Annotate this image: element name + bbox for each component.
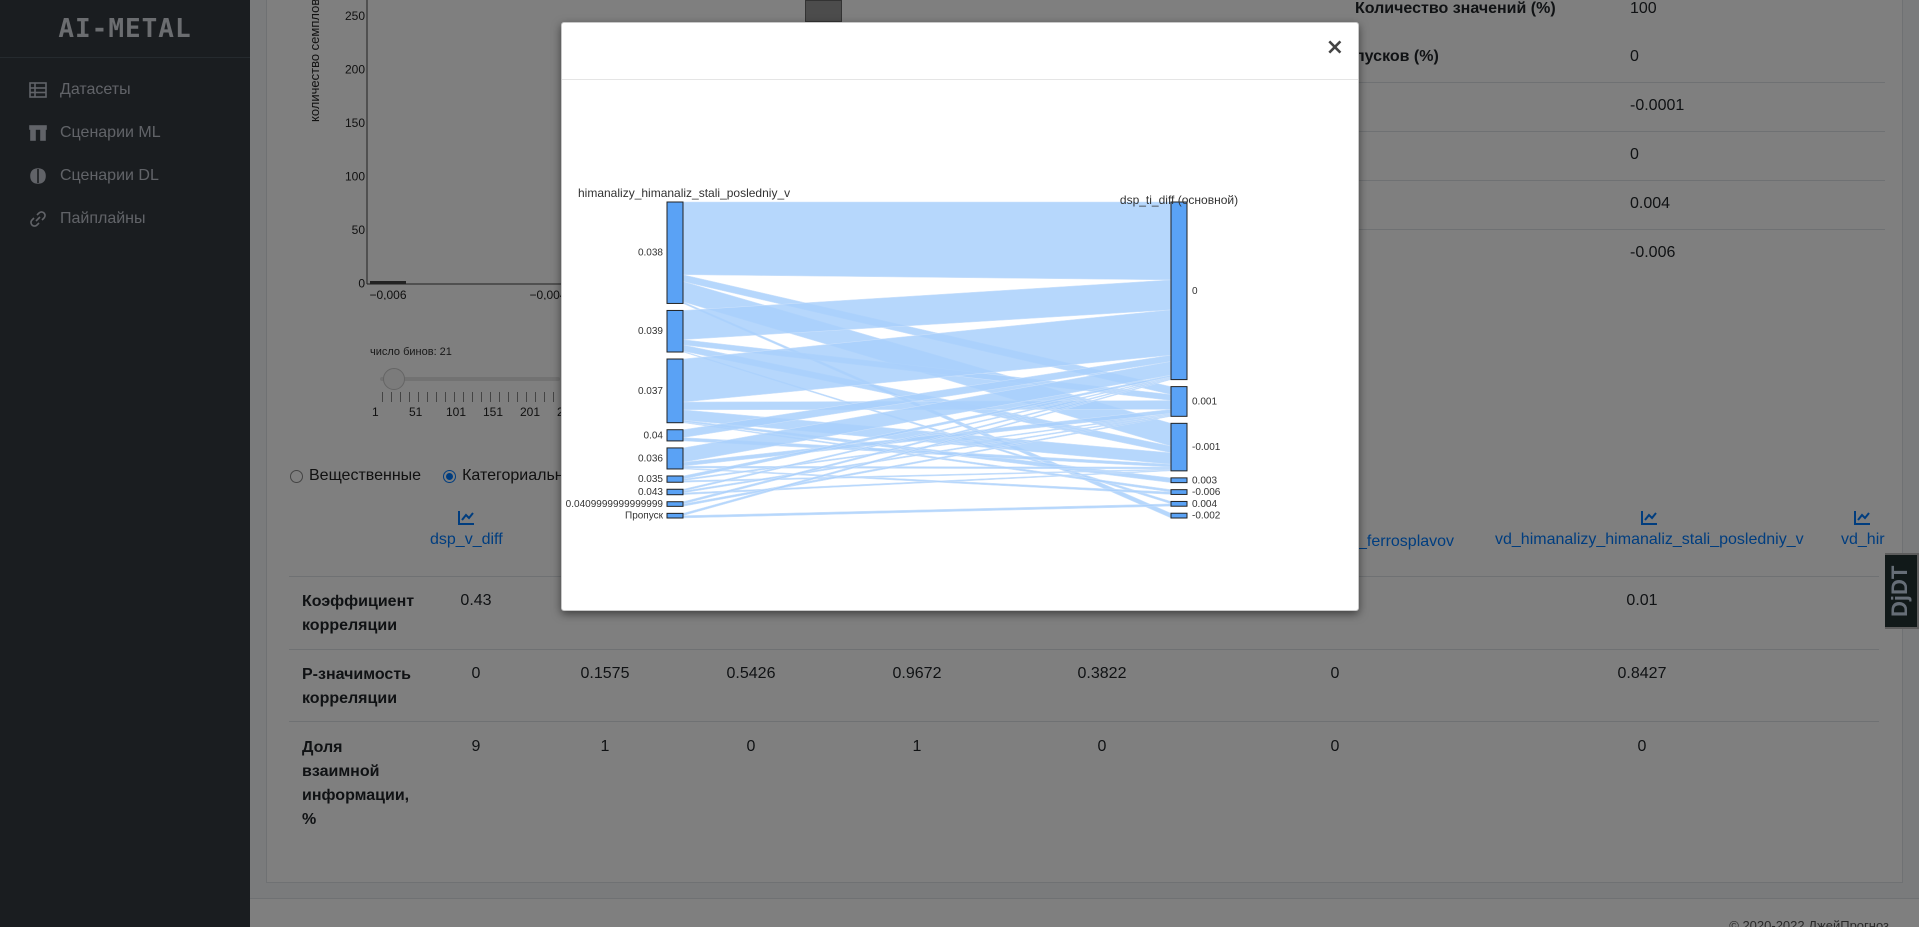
sankey-node-label: 0.038 [638, 248, 663, 259]
sankey-node[interactable] [1170, 512, 1188, 519]
sankey-node[interactable] [1170, 477, 1188, 484]
close-button[interactable]: × [1325, 35, 1344, 60]
sankey-node-label: Пропуск [625, 511, 664, 522]
sankey-node[interactable] [1170, 500, 1188, 507]
sankey-node[interactable] [666, 475, 684, 483]
sankey-node[interactable] [1170, 489, 1188, 495]
sankey-node-label: -0.006 [1192, 487, 1221, 498]
sankey-node-label: 0 [1192, 286, 1198, 297]
sankey-node[interactable] [1170, 201, 1188, 381]
sankey-node-label: 0.0409999999999999 [566, 499, 664, 510]
sankey-node-label: 0.039 [638, 326, 663, 337]
sankey-node-label: -0.001 [1192, 442, 1221, 453]
sankey-link[interactable] [682, 201, 1172, 281]
sankey-nodes: 0.038 0.039 0.037 0.04 0.036 0.035 0.0430.0409… [566, 201, 1221, 522]
sankey-node-label: 0.035 [638, 474, 663, 485]
sankey-node-label: 0.004 [1192, 499, 1217, 510]
sankey-node[interactable] [1170, 386, 1188, 417]
sankey-target-axis-title: dsp_ti_diff (основной) [1120, 193, 1238, 207]
modal-body: 0.038 0.039 0.037 0.04 0.036 0.035 0.043 0.0409… [562, 80, 1360, 610]
sankey-node[interactable] [666, 512, 684, 519]
sankey-node[interactable] [666, 358, 684, 424]
sankey-node-label: -0.002 [1192, 511, 1221, 522]
sankey-node[interactable] [666, 447, 684, 470]
sankey-node[interactable] [666, 429, 684, 442]
sankey-node[interactable] [1170, 422, 1188, 472]
modal-header: × [562, 23, 1358, 80]
sankey-modal: × 0.038 0.039 0.037 0.04 0.036 0.035 0.043 0.04… [561, 22, 1359, 611]
sankey-node[interactable] [666, 488, 684, 496]
sankey-node[interactable] [666, 309, 684, 353]
sankey-node-label: 0.043 [638, 487, 663, 498]
sankey-node[interactable] [666, 501, 684, 507]
sankey-node-label: 0.003 [1192, 475, 1217, 486]
sankey-link[interactable] [682, 465, 1172, 470]
sankey-source-axis-title: himanalizy_himanaliz_stali_posledniy_v [578, 186, 790, 200]
sankey-node-label: 0.001 [1192, 396, 1217, 407]
sankey-node-label: 0.037 [638, 386, 663, 397]
sankey-node-label: 0.04 [644, 430, 664, 441]
sankey-link[interactable] [682, 503, 1172, 519]
sankey-links [682, 201, 1172, 519]
sankey-chart: 0.038 0.039 0.037 0.04 0.036 0.035 0.0430.0409… [566, 186, 1238, 522]
sankey-node[interactable] [666, 201, 684, 304]
sankey-node-label: 0.036 [638, 453, 663, 464]
